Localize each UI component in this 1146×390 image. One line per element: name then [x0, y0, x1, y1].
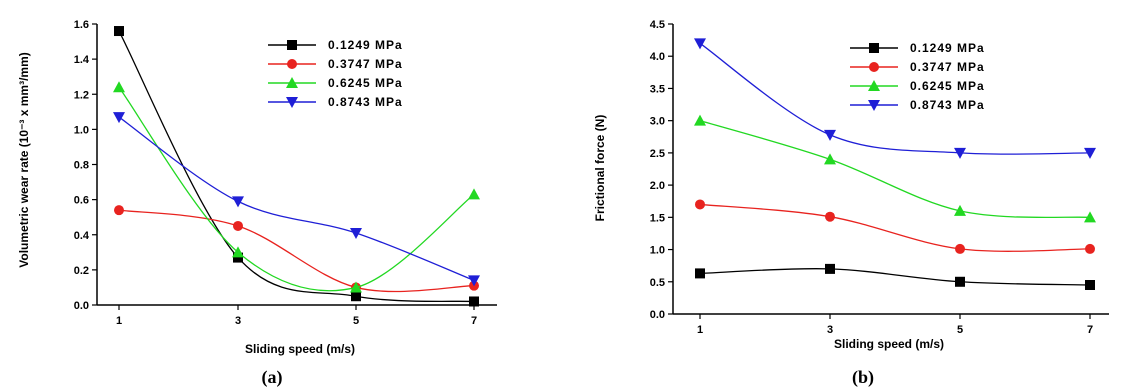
data-point [113, 81, 125, 93]
legend-label: 0.6245 MPa [328, 76, 403, 90]
x-axis-label: Sliding speed (m/s) [245, 342, 355, 356]
series-0-8743-mpa [113, 112, 480, 287]
y-tick-label: 3.5 [650, 83, 665, 95]
legend-marker [287, 40, 297, 50]
y-tick-label: 1.4 [74, 54, 90, 66]
panel-label: (a) [262, 367, 283, 388]
data-point [351, 291, 361, 302]
y-tick-label: 1.2 [74, 89, 89, 101]
data-point [954, 204, 966, 216]
data-point [825, 211, 835, 222]
y-tick-label: 0.2 [74, 265, 89, 277]
data-point [955, 243, 965, 254]
series-0-6245-mpa [694, 114, 1096, 223]
y-tick-label: 4.0 [650, 51, 665, 63]
data-point [694, 38, 706, 50]
series-line [699, 42, 1091, 155]
y-tick-label: 0.0 [74, 300, 89, 312]
series-line [118, 116, 475, 282]
data-point [350, 227, 362, 239]
series-line [118, 30, 475, 303]
series-line [118, 86, 475, 292]
y-tick-label: 1.5 [650, 212, 665, 224]
series-0-3747-mpa [695, 199, 1095, 254]
legend-label: 0.6245 MPa [910, 79, 985, 93]
x-tick-label: 3 [827, 324, 833, 336]
series-0-8743-mpa [694, 38, 1096, 159]
legend-label: 0.1249 MPa [910, 41, 985, 55]
y-tick-label: 1.0 [650, 245, 665, 257]
y-axis-label: Frictional force (N) [593, 115, 607, 222]
x-tick-label: 5 [957, 324, 963, 336]
data-point [232, 246, 244, 258]
y-tick-label: 4.5 [650, 19, 665, 31]
y-tick-label: 2.5 [650, 148, 665, 160]
legend-marker [868, 80, 880, 91]
data-point [824, 129, 836, 141]
legend-label: 0.8743 MPa [910, 98, 985, 112]
legend-marker [869, 62, 879, 72]
legend-marker [287, 59, 297, 69]
data-point [824, 153, 836, 165]
legend-marker [286, 97, 298, 108]
panel-label: (b) [852, 367, 874, 388]
data-point [955, 276, 965, 287]
y-tick-label: 2.0 [650, 180, 665, 192]
x-tick-label: 1 [116, 315, 122, 327]
data-point [469, 296, 479, 307]
legend-marker [868, 100, 880, 111]
chart-b: 0.0 0.5 1.0 1.5 2.0 2.5 3.0 3.5 4.0 4.5 1 3 5 7 Slidin… [593, 19, 1109, 388]
y-tick-label: 3.0 [650, 116, 665, 128]
data-point [1084, 211, 1096, 223]
data-point [233, 252, 243, 263]
data-point [1084, 147, 1096, 159]
data-point [468, 188, 480, 200]
data-point [350, 281, 362, 293]
y-tick-label: 1.0 [74, 124, 89, 136]
y-tick-label: 0.0 [650, 309, 665, 321]
series-line [699, 268, 1091, 286]
data-point [695, 268, 705, 279]
y-tick-label: 0.4 [74, 230, 90, 242]
legend-label: 0.8743 MPa [328, 95, 403, 109]
x-tick-label: 7 [471, 315, 477, 327]
data-point [1085, 243, 1095, 254]
y-tick-label: 0.8 [74, 160, 89, 172]
data-point [1085, 280, 1095, 290]
y-tick-label: 0.6 [74, 195, 89, 207]
data-point [695, 199, 705, 210]
series-line [118, 209, 475, 293]
data-point [468, 275, 480, 287]
data-point [694, 114, 706, 126]
data-point [114, 26, 124, 37]
legend-label: 0.3747 MPa [910, 60, 985, 74]
y-tick-label: 0.5 [650, 277, 665, 289]
series-0-6245-mpa [113, 81, 480, 293]
x-axis-label: Sliding speed (m/s) [834, 337, 944, 351]
x-tick-label: 1 [697, 324, 703, 336]
data-point [233, 220, 243, 231]
legend-label: 0.3747 MPa [328, 57, 403, 71]
series-line [699, 203, 1091, 252]
x-tick-label: 5 [353, 315, 359, 327]
series-0-3747-mpa [114, 205, 479, 293]
data-point [113, 112, 125, 124]
data-point [114, 205, 124, 216]
series-0-1249-mpa [695, 263, 1095, 290]
legend-marker [869, 43, 879, 53]
x-tick-label: 3 [235, 315, 241, 327]
data-point [232, 196, 244, 208]
y-tick-label: 1.6 [74, 19, 89, 31]
data-point [825, 263, 835, 274]
legend-label: 0.1249 MPa [328, 38, 403, 52]
series-line [699, 120, 1091, 219]
series-0-1249-mpa [114, 26, 479, 307]
x-tick-label: 7 [1087, 324, 1093, 336]
y-axis-label: Volumetric wear rate (10⁻³ x mm³/mm) [17, 52, 31, 268]
data-point [954, 147, 966, 159]
chart-a: 0.0 0.2 0.4 0.6 0.8 1.0 1.2 1.4 1.6 1 3 5 7 Sliding s… [17, 19, 497, 388]
legend-marker [286, 77, 298, 88]
